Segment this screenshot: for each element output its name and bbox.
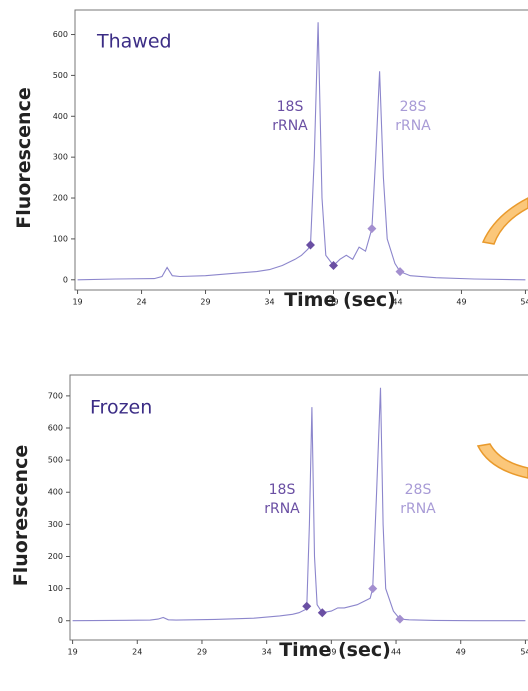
- peak-marker: [395, 614, 405, 624]
- arrow-decoration: [481, 197, 528, 245]
- y-tick-label: 100: [53, 234, 68, 243]
- peak-marker: [328, 260, 338, 270]
- peak-marker: [317, 608, 327, 618]
- peak-marker: [368, 584, 378, 594]
- x-axis-label: Time (sec): [279, 639, 391, 661]
- x-tick-label: 49: [456, 648, 466, 657]
- x-tick-label: 24: [136, 298, 146, 307]
- peak-annotation: 18S: [269, 482, 296, 498]
- y-tick-label: 500: [48, 456, 63, 465]
- x-axis-label: Time (sec): [284, 289, 396, 311]
- y-tick-label: 100: [48, 584, 63, 593]
- x-tick-label: 19: [72, 298, 82, 307]
- chart-title: Frozen: [90, 397, 152, 419]
- y-tick-label: 400: [53, 112, 68, 121]
- peak-marker: [395, 267, 405, 277]
- x-tick-label: 34: [262, 648, 272, 657]
- x-tick-label: 49: [456, 298, 466, 307]
- peak-annotation: 28S: [405, 482, 432, 498]
- y-tick-label: 600: [53, 30, 68, 39]
- y-tick-label: 400: [48, 488, 63, 497]
- chart-title: Thawed: [96, 31, 172, 53]
- peak-annotation: 18S: [277, 99, 304, 115]
- trace-line: [77, 22, 526, 281]
- y-tick-label: 300: [53, 153, 68, 162]
- y-axis-label: Fluorescence: [10, 445, 32, 586]
- x-tick-label: 54: [520, 298, 528, 307]
- peak-annotation: rRNA: [264, 501, 300, 517]
- x-tick-label: 29: [200, 298, 210, 307]
- x-tick-label: 24: [132, 648, 142, 657]
- y-tick-label: 500: [53, 71, 68, 80]
- peak-annotation: rRNA: [272, 118, 308, 134]
- x-tick-label: 54: [520, 648, 528, 657]
- x-tick-label: 39: [326, 648, 336, 657]
- trace-line: [72, 387, 526, 622]
- plot-frame: [74, 9, 528, 291]
- x-tick-label: 29: [197, 648, 207, 657]
- x-tick-label: 19: [67, 648, 77, 657]
- peak-annotation: 28S: [400, 99, 427, 115]
- peak-annotation: rRNA: [400, 501, 436, 517]
- y-tick-label: 600: [48, 424, 63, 433]
- y-tick-label: 700: [48, 391, 63, 400]
- peak-marker: [367, 224, 377, 234]
- x-tick-label: 44: [392, 298, 402, 307]
- y-tick-label: 200: [53, 194, 68, 203]
- x-tick-label: 44: [391, 648, 401, 657]
- x-tick-label: 34: [264, 298, 274, 307]
- plot-frame: [69, 374, 528, 641]
- peak-marker: [302, 601, 312, 611]
- y-tick-label: 0: [58, 616, 63, 625]
- peak-annotation: rRNA: [395, 118, 431, 134]
- arrow-decoration: [476, 443, 528, 479]
- y-tick-label: 300: [48, 520, 63, 529]
- y-tick-label: 0: [63, 275, 68, 284]
- y-axis-label: Fluorescence: [13, 87, 35, 228]
- x-tick-label: 39: [328, 298, 338, 307]
- peak-marker: [305, 240, 315, 250]
- y-tick-label: 200: [48, 552, 63, 561]
